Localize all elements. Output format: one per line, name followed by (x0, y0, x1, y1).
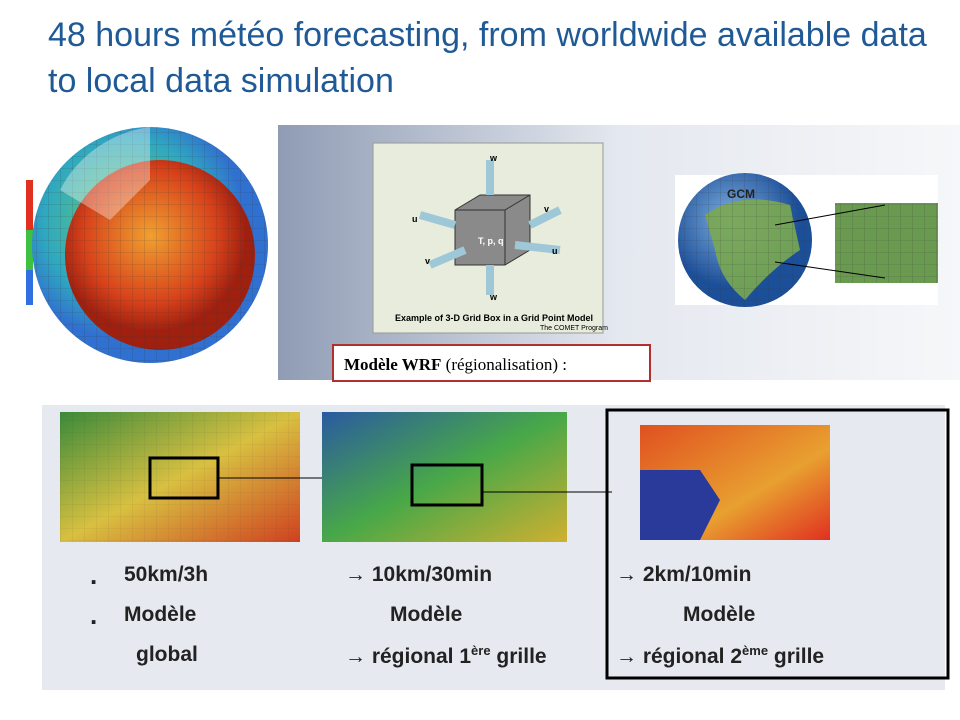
cell-superscript: ère (471, 643, 491, 658)
table-cell: → régional 1ère grille (345, 643, 547, 669)
cell-suffix: grille (490, 645, 547, 668)
wrf-caption-bold: Modèle WRF (344, 355, 441, 374)
model-globe (26, 127, 268, 363)
bullet: . (90, 560, 98, 590)
table-cell: Modèle (390, 603, 462, 627)
axis-label: w (489, 292, 498, 302)
figure-caption: Example of 3-D Grid Box in a Grid Point … (395, 313, 593, 323)
axis-label: u (412, 214, 418, 224)
wrf-caption-rest: (régionalisation) : (446, 355, 567, 374)
table-cell: → 2km/10min (616, 563, 751, 587)
axis-label: v (544, 204, 549, 214)
cell-text: 50km/3h (124, 563, 209, 586)
cell-text: → régional 1 (345, 645, 472, 668)
figure-credit: The COMET Program (540, 325, 608, 332)
cell-label: T, p, q (478, 236, 504, 246)
caption-box (332, 344, 651, 382)
slide-title: 48 hours météo forecasting, from worldwi… (48, 16, 927, 100)
cell-text: global (136, 643, 198, 666)
axis-label: v (425, 256, 430, 266)
table-cell: Modèle (124, 603, 196, 627)
grid-box-figure (372, 142, 604, 334)
domain-maps (60, 408, 950, 680)
table-cell: → 10km/30min (345, 563, 492, 587)
cell-superscript: ème (742, 643, 769, 658)
bullet: . (90, 600, 98, 630)
gcm-label: GCM (727, 187, 755, 201)
cell-text: → 2km/10min (616, 563, 752, 586)
cell-suffix: grille (768, 645, 825, 668)
axis-label: w (489, 153, 498, 163)
cell-text: Modèle (683, 603, 756, 626)
cell-text: → régional 2 (616, 645, 743, 668)
cell-text: Modèle (390, 603, 463, 626)
table-cell: Modèle (683, 603, 755, 627)
gcm-globe (675, 173, 938, 307)
cell-text: → 10km/30min (345, 563, 493, 586)
table-cell: → régional 2ème grille (616, 643, 824, 669)
table-cell: 50km/3h (124, 563, 208, 587)
axis-label: u (552, 246, 558, 256)
table-cell: global (136, 643, 198, 667)
wrf-caption: Modèle WRF (régionalisation) : (344, 355, 567, 374)
cell-text: Modèle (124, 603, 197, 626)
